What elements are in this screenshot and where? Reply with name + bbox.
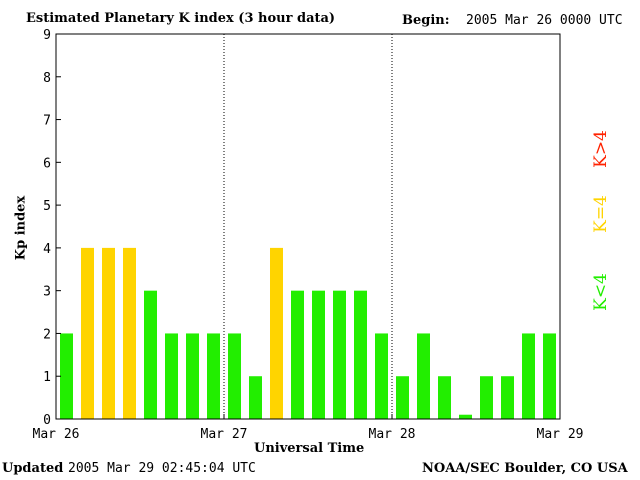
y-tick-label: 0 xyxy=(43,413,51,428)
y-tick-label: 9 xyxy=(43,28,51,43)
x-tick-label: Mar 27 xyxy=(201,427,248,442)
kp-bar xyxy=(375,333,388,419)
x-tick-label: Mar 26 xyxy=(33,427,80,442)
kp-bar xyxy=(396,376,409,419)
legend-k-equal-4: K=4 xyxy=(591,195,611,233)
y-tick-label: 2 xyxy=(43,327,51,342)
y-axis-label: Kp index xyxy=(13,195,29,261)
kp-bar xyxy=(354,290,367,419)
legend-k-below-4: K<4 xyxy=(591,273,611,311)
y-tick-label: 8 xyxy=(43,71,51,86)
kp-bar xyxy=(543,333,556,419)
kp-bar xyxy=(81,247,94,419)
kp-bar xyxy=(501,376,514,419)
updated-label: Updated xyxy=(2,461,64,476)
updated-value: 2005 Mar 29 02:45:04 UTC xyxy=(68,461,256,476)
y-tick-label: 7 xyxy=(43,114,51,129)
credit-text: NOAA/SEC Boulder, CO USA xyxy=(422,461,628,476)
kp-bar xyxy=(459,414,472,419)
kp-bar xyxy=(438,376,451,419)
x-tick-label: Mar 29 xyxy=(537,427,584,442)
kp-bar xyxy=(207,333,220,419)
kp-bar xyxy=(312,290,325,419)
kp-bar xyxy=(291,290,304,419)
kp-bar xyxy=(270,247,283,419)
kp-bar xyxy=(480,376,493,419)
y-tick-label: 4 xyxy=(43,242,51,257)
kp-bar xyxy=(186,333,199,419)
begin-value: 2005 Mar 26 0000 UTC xyxy=(466,13,623,28)
kp-bar xyxy=(333,290,346,419)
y-tick-label: 1 xyxy=(43,370,51,385)
kp-bar xyxy=(249,376,262,419)
legend-k-above-4: K>4 xyxy=(591,130,611,168)
kp-bar xyxy=(522,333,535,419)
kp-bar xyxy=(144,290,157,419)
kp-bar xyxy=(123,247,136,419)
y-tick-label: 6 xyxy=(43,156,51,171)
begin-label: Begin: xyxy=(402,13,450,28)
kp-bar xyxy=(102,247,115,419)
kp-bar xyxy=(165,333,178,419)
kp-bar xyxy=(60,333,73,419)
x-axis-label: Universal Time xyxy=(254,441,365,456)
y-tick-label: 5 xyxy=(43,199,51,214)
kp-bar xyxy=(417,333,430,419)
y-tick-label: 3 xyxy=(43,285,51,300)
chart-title: Estimated Planetary K index (3 hour data… xyxy=(26,11,336,26)
kp-bar xyxy=(228,333,241,419)
x-tick-label: Mar 28 xyxy=(369,427,416,442)
plot-frame xyxy=(55,33,561,420)
